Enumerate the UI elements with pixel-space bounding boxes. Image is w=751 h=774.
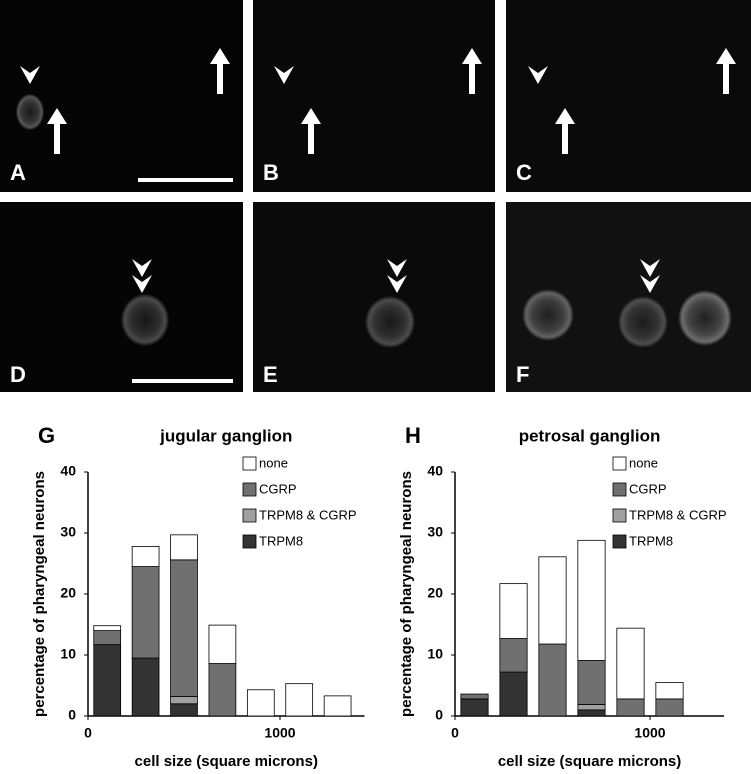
legend-label: CGRP (629, 481, 667, 496)
bar-segment (208, 624, 237, 664)
legend-label: TRPM8 & CGRP (259, 507, 357, 522)
panel-label: C (516, 160, 532, 185)
bar-segment (170, 703, 198, 717)
image-c (506, 0, 751, 192)
bar-segment (170, 534, 198, 561)
chart-title: petrosal ganglion (519, 426, 661, 445)
y-tick-label: 20 (427, 585, 443, 601)
x-tick-label: 0 (84, 725, 92, 741)
y-tick-label: 30 (427, 524, 443, 540)
bar-segment (499, 638, 528, 673)
cell (522, 289, 574, 341)
legend-label: TRPM8 (629, 533, 673, 548)
y-axis-label: percentage of pharyngeal neurons (398, 471, 415, 717)
bar-segment (655, 698, 684, 717)
y-tick-label: 10 (60, 646, 76, 662)
legend-label: TRPM8 & CGRP (629, 507, 727, 522)
bar-segment (499, 671, 528, 717)
bar-segment (170, 696, 198, 705)
cell (121, 294, 169, 346)
bar-segment (499, 583, 528, 639)
legend-swatch (242, 456, 257, 471)
x-tick-label: 1000 (264, 725, 295, 741)
legend-swatch (242, 534, 257, 549)
cell (365, 296, 415, 348)
bar-segment (208, 663, 237, 717)
panel-label: G (38, 423, 55, 448)
x-tick-label: 1000 (634, 725, 665, 741)
bar-segment (538, 643, 567, 717)
legend-swatch (612, 456, 627, 471)
scale-bar (138, 178, 233, 182)
bar-segment (93, 630, 122, 646)
cell (16, 94, 44, 130)
legend-label: CGRP (259, 481, 297, 496)
bar-segment (246, 689, 275, 717)
panel-label: B (263, 160, 279, 185)
bar-segment (460, 693, 489, 700)
y-tick-label: 40 (60, 463, 76, 479)
x-axis-label: cell size (square microns) (135, 753, 318, 770)
bar-segment (538, 556, 567, 645)
bar-segment (577, 539, 606, 661)
bar-segment (285, 683, 314, 717)
bar-segment (616, 627, 645, 700)
image-b (253, 0, 495, 192)
panel-label: E (263, 362, 278, 387)
panel-label: D (10, 362, 26, 387)
x-axis-label: cell size (square microns) (498, 753, 681, 770)
y-tick-label: 40 (427, 463, 443, 479)
cell (678, 290, 732, 346)
y-tick-label: 0 (68, 707, 76, 723)
legend-label: TRPM8 (259, 533, 303, 548)
bar-segment (577, 709, 606, 717)
panel-label: H (405, 423, 421, 448)
bar-segment (577, 704, 606, 711)
legend-label: none (259, 455, 288, 470)
bar-segment (93, 644, 122, 717)
legend-swatch (242, 508, 257, 523)
legend-swatch (612, 482, 627, 497)
image-d (0, 202, 243, 392)
bar-segment (131, 657, 160, 717)
bar-segment (577, 660, 606, 705)
bar-segment (323, 695, 352, 717)
y-tick-label: 20 (60, 585, 76, 601)
cell (618, 296, 668, 348)
bar-segment (460, 698, 489, 717)
y-axis-label: percentage of pharyngeal neurons (31, 471, 48, 717)
legend-swatch (612, 508, 627, 523)
y-tick-label: 0 (435, 707, 443, 723)
bar-segment (131, 566, 160, 659)
bar-segment (131, 546, 160, 567)
scale-bar (132, 379, 233, 383)
legend-label: none (629, 455, 658, 470)
micrographs: A B C D E F (0, 0, 751, 392)
legend-swatch (242, 482, 257, 497)
image-e (253, 202, 495, 392)
y-tick-label: 10 (427, 646, 443, 662)
image-a (0, 0, 243, 192)
bar-segment (616, 698, 645, 717)
y-tick-label: 30 (60, 524, 76, 540)
x-tick-label: 0 (451, 725, 459, 741)
legend-swatch (612, 534, 627, 549)
chart-title: jugular ganglion (159, 426, 292, 445)
bar-segment (170, 559, 198, 697)
bar-segment (93, 625, 122, 631)
bar-segment (655, 682, 684, 700)
panel-label: A (10, 160, 26, 185)
panel-label: F (516, 362, 529, 387)
